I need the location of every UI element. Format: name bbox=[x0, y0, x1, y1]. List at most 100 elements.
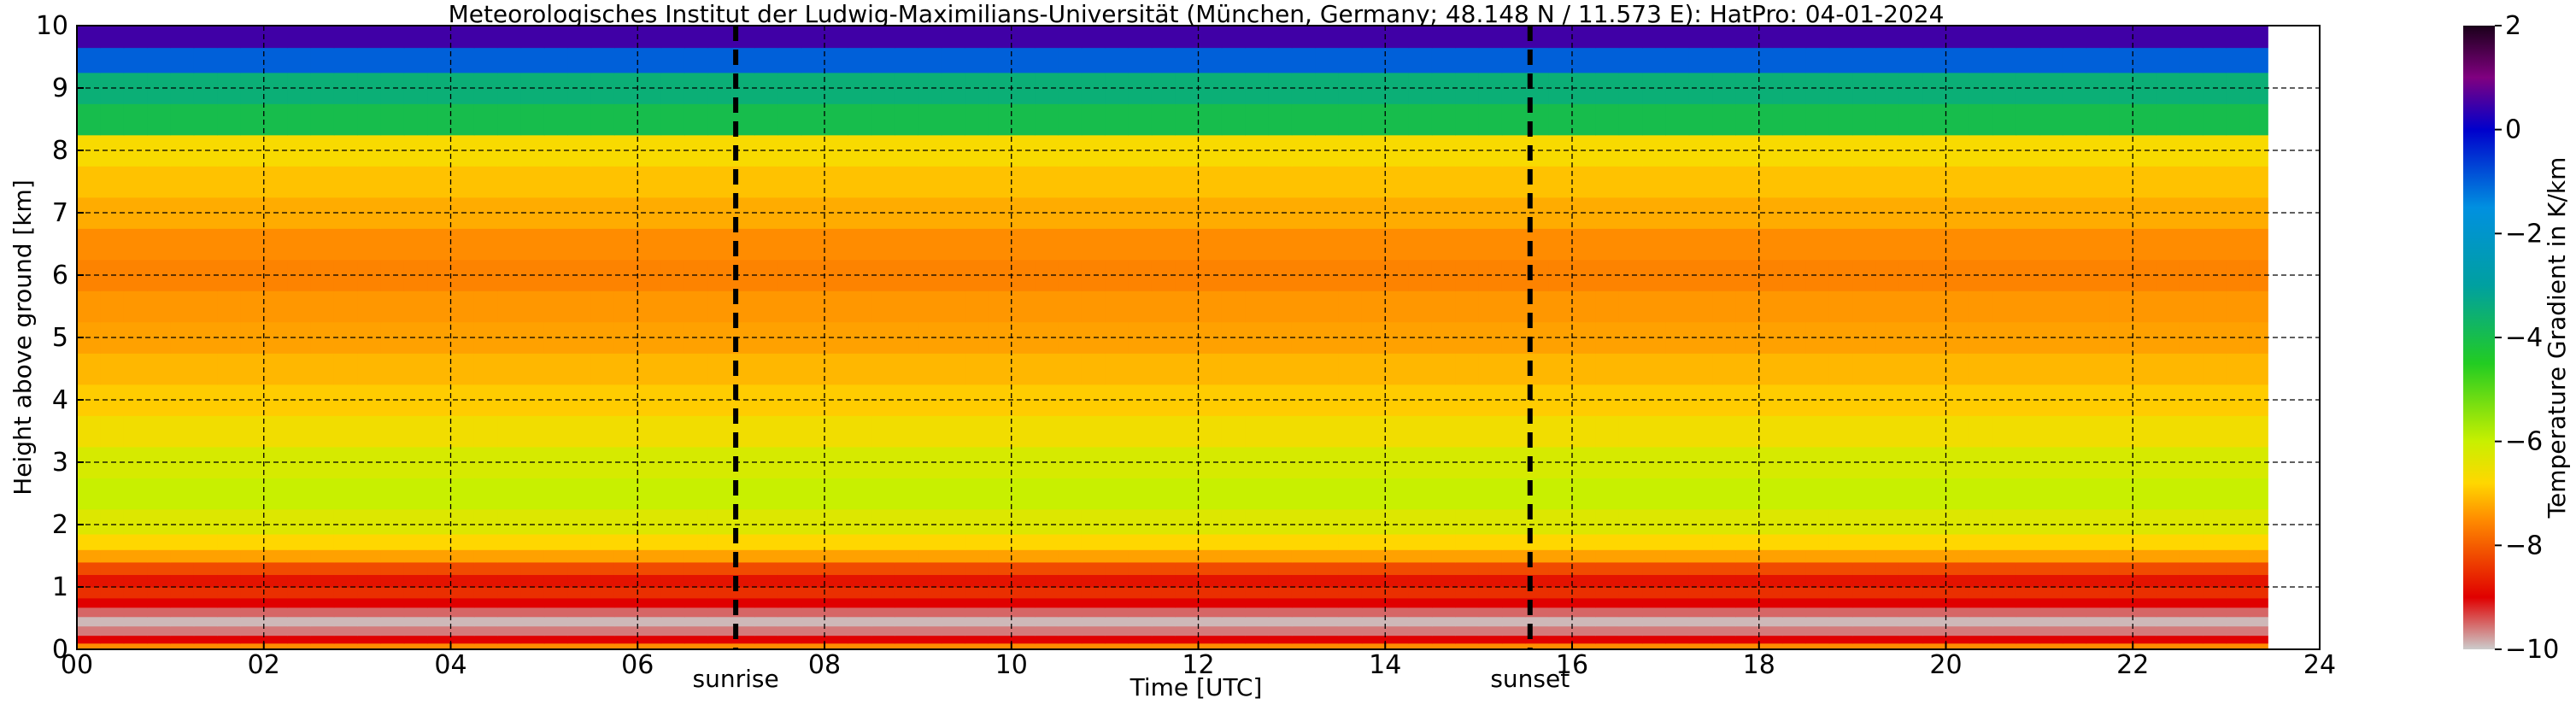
heatmap-cell bbox=[497, 587, 522, 599]
heatmap-cell bbox=[895, 415, 918, 448]
heatmap-cell bbox=[613, 635, 638, 644]
heatmap-cell bbox=[1992, 635, 2017, 644]
heatmap-cell bbox=[2039, 635, 2063, 644]
heatmap-cell bbox=[193, 625, 218, 637]
heatmap-cell bbox=[895, 353, 918, 385]
heatmap-cell bbox=[1642, 228, 1666, 261]
heatmap-cell bbox=[1969, 561, 1993, 575]
heatmap-cell bbox=[2133, 616, 2157, 627]
heatmap-cell bbox=[848, 47, 872, 73]
heatmap-cell bbox=[403, 26, 428, 49]
heatmap-cell bbox=[100, 625, 125, 637]
heatmap-cell bbox=[1875, 549, 1900, 563]
heatmap-cell bbox=[1758, 587, 1783, 599]
heatmap-cell bbox=[2226, 508, 2250, 535]
heatmap-cell bbox=[1268, 574, 1293, 588]
heatmap-cell bbox=[1572, 478, 1596, 510]
heatmap-cell bbox=[2109, 103, 2133, 136]
heatmap-cell bbox=[2156, 549, 2180, 563]
heatmap-cell bbox=[147, 478, 171, 510]
heatmap-cell bbox=[380, 259, 405, 291]
heatmap-cell bbox=[1805, 103, 1830, 136]
heatmap-cell bbox=[263, 478, 288, 510]
heatmap-cell bbox=[1315, 47, 1340, 73]
heatmap-cell bbox=[824, 259, 848, 291]
heatmap-cell bbox=[147, 574, 171, 588]
heatmap-cell bbox=[1291, 533, 1316, 550]
heatmap-cell bbox=[590, 103, 615, 136]
heatmap-cell bbox=[1011, 353, 1036, 385]
heatmap-cell bbox=[1361, 415, 1386, 448]
heatmap-cell bbox=[1315, 508, 1340, 535]
heatmap-cell bbox=[1992, 290, 2017, 323]
heatmap-cell bbox=[1338, 642, 1363, 649]
heatmap-cell bbox=[2156, 26, 2180, 49]
heatmap-cell bbox=[427, 290, 452, 323]
heatmap-cell bbox=[310, 446, 335, 478]
heatmap-cell bbox=[217, 384, 242, 416]
heatmap-cell bbox=[1898, 635, 1923, 644]
heatmap-cell bbox=[1688, 415, 1713, 448]
heatmap-cell bbox=[403, 607, 428, 618]
heatmap-cell bbox=[77, 625, 101, 637]
heatmap-cell bbox=[1945, 549, 1970, 563]
heatmap-cell bbox=[1105, 47, 1130, 73]
heatmap-cell bbox=[217, 625, 242, 637]
heatmap-cell bbox=[637, 103, 662, 136]
heatmap-cell bbox=[1969, 26, 1993, 49]
heatmap-cell bbox=[123, 533, 148, 550]
heatmap-cell bbox=[684, 478, 708, 510]
heatmap-cell bbox=[895, 47, 918, 73]
heatmap-cell bbox=[1665, 642, 1690, 649]
heatmap-cell bbox=[1011, 587, 1036, 599]
heatmap-cell bbox=[941, 561, 965, 575]
heatmap-cell bbox=[1548, 290, 1573, 323]
heatmap-cell bbox=[895, 228, 918, 261]
y-tick-label: 5 bbox=[52, 323, 68, 353]
heatmap-cell bbox=[637, 635, 662, 644]
heatmap-cell bbox=[2179, 103, 2203, 136]
heatmap-cell bbox=[1945, 561, 1970, 575]
heatmap-cell bbox=[2203, 415, 2227, 448]
heatmap-cell bbox=[941, 616, 965, 627]
heatmap-cell bbox=[1105, 353, 1130, 385]
heatmap-cell bbox=[848, 561, 872, 575]
heatmap-cell bbox=[2249, 228, 2269, 261]
heatmap-cell bbox=[1758, 597, 1783, 608]
heatmap-cell bbox=[1431, 561, 1456, 575]
heatmap-cell bbox=[380, 642, 405, 649]
heatmap-cell bbox=[988, 26, 1012, 49]
heatmap-cell bbox=[1058, 290, 1083, 323]
heatmap-cell bbox=[1245, 561, 1270, 575]
heatmap-cell bbox=[1548, 228, 1573, 261]
heatmap-cell bbox=[684, 587, 708, 599]
heatmap-cell bbox=[1081, 47, 1106, 73]
heatmap-cell bbox=[1712, 446, 1737, 478]
heatmap-cell bbox=[1338, 561, 1363, 575]
heatmap-cell bbox=[1315, 533, 1340, 550]
heatmap-cell bbox=[2063, 103, 2087, 136]
heatmap-cell bbox=[1525, 597, 1550, 608]
heatmap-cell bbox=[1315, 574, 1340, 588]
heatmap-cell bbox=[1548, 134, 1573, 167]
heatmap-cell bbox=[1572, 616, 1596, 627]
heatmap-cell bbox=[217, 533, 242, 550]
heatmap-cell bbox=[1268, 635, 1293, 644]
heatmap-cell bbox=[357, 415, 382, 448]
heatmap-cell bbox=[1175, 384, 1200, 416]
heatmap-cell bbox=[1385, 47, 1410, 73]
heatmap-cell bbox=[1665, 508, 1690, 535]
heatmap-cell bbox=[1735, 607, 1760, 618]
heatmap-cell bbox=[1198, 228, 1223, 261]
heatmap-cell bbox=[1992, 642, 2017, 649]
heatmap-cell bbox=[707, 625, 732, 637]
heatmap-cell bbox=[403, 533, 428, 550]
heatmap-cell bbox=[520, 607, 545, 618]
heatmap-cell bbox=[520, 625, 545, 637]
heatmap-cell bbox=[567, 533, 592, 550]
heatmap-cell bbox=[123, 561, 148, 575]
heatmap-cell bbox=[590, 549, 615, 563]
heatmap-cell bbox=[777, 587, 802, 599]
heatmap-cell bbox=[1361, 259, 1386, 291]
